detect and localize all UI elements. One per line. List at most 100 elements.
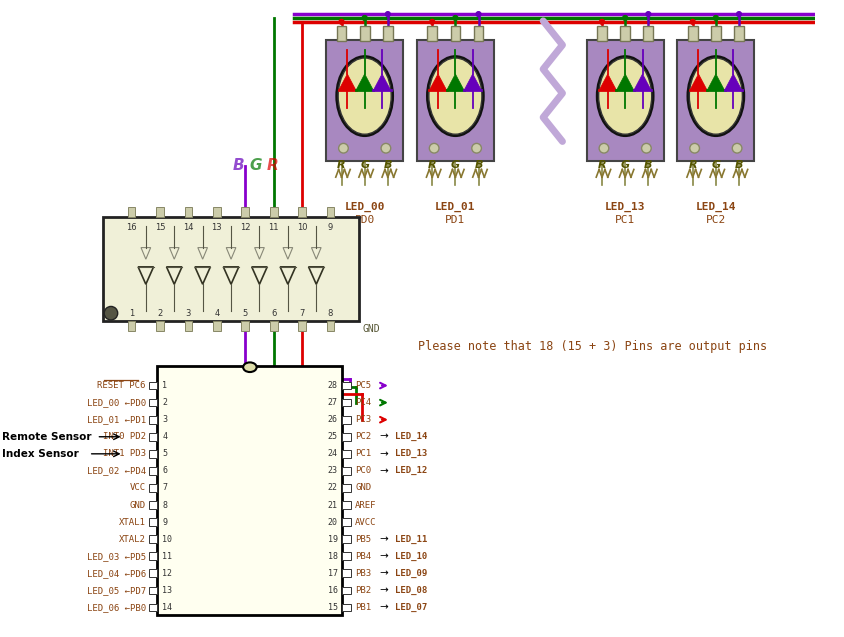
Text: LED_13: LED_13 bbox=[604, 202, 645, 213]
Circle shape bbox=[736, 11, 740, 17]
Bar bbox=[342, 399, 351, 406]
Text: R: R bbox=[597, 160, 606, 169]
Bar bbox=[342, 569, 351, 577]
Text: GND: GND bbox=[129, 501, 145, 510]
Circle shape bbox=[362, 15, 366, 20]
Text: 13: 13 bbox=[211, 224, 222, 233]
Text: 14: 14 bbox=[162, 603, 172, 612]
Text: LED_13: LED_13 bbox=[394, 449, 426, 459]
Text: PC2: PC2 bbox=[705, 215, 725, 225]
Text: PB5: PB5 bbox=[354, 534, 371, 543]
Text: →: → bbox=[379, 432, 387, 441]
Text: XTAL1: XTAL1 bbox=[119, 518, 145, 527]
Bar bbox=[149, 416, 157, 424]
Text: XTAL2: XTAL2 bbox=[119, 534, 145, 543]
Bar bbox=[149, 587, 157, 594]
Text: B: B bbox=[383, 160, 392, 169]
Bar bbox=[342, 450, 351, 458]
Bar bbox=[733, 25, 743, 41]
Bar bbox=[327, 321, 334, 331]
Bar bbox=[149, 535, 157, 543]
Text: →: → bbox=[379, 568, 387, 578]
Text: G: G bbox=[711, 160, 720, 169]
Text: G: G bbox=[450, 160, 459, 169]
Bar bbox=[342, 587, 351, 594]
Ellipse shape bbox=[598, 58, 651, 134]
Text: LED_05 ←PD7: LED_05 ←PD7 bbox=[86, 586, 145, 595]
Text: AVCC: AVCC bbox=[354, 518, 376, 527]
Bar bbox=[149, 552, 157, 560]
Text: 6: 6 bbox=[271, 309, 276, 318]
Circle shape bbox=[641, 143, 651, 153]
Polygon shape bbox=[616, 74, 633, 90]
Text: 13: 13 bbox=[162, 586, 172, 595]
Bar bbox=[326, 40, 403, 161]
Bar bbox=[327, 207, 334, 217]
Circle shape bbox=[475, 11, 480, 17]
Bar bbox=[342, 484, 351, 492]
Text: 4: 4 bbox=[162, 433, 167, 441]
Text: PC5: PC5 bbox=[354, 381, 371, 390]
Text: 14: 14 bbox=[183, 224, 193, 233]
Bar bbox=[298, 321, 306, 331]
Bar bbox=[241, 207, 249, 217]
Bar bbox=[241, 321, 249, 331]
Bar bbox=[342, 501, 351, 509]
Text: INT0 PD2: INT0 PD2 bbox=[103, 433, 145, 441]
Text: B: B bbox=[734, 160, 743, 169]
Text: B: B bbox=[643, 160, 652, 169]
Text: PB3: PB3 bbox=[354, 569, 371, 578]
Text: 9: 9 bbox=[327, 224, 333, 233]
Circle shape bbox=[381, 143, 390, 153]
Bar bbox=[103, 217, 359, 321]
Text: 21: 21 bbox=[327, 501, 338, 510]
Bar bbox=[676, 40, 754, 161]
Text: 12: 12 bbox=[162, 569, 172, 578]
Text: 17: 17 bbox=[327, 569, 338, 578]
Bar bbox=[149, 433, 157, 441]
Circle shape bbox=[452, 15, 457, 20]
Bar bbox=[213, 207, 220, 217]
Bar bbox=[269, 321, 277, 331]
Bar bbox=[184, 207, 192, 217]
Bar bbox=[342, 552, 351, 560]
Text: LED_10: LED_10 bbox=[394, 552, 426, 561]
Circle shape bbox=[732, 143, 741, 153]
Text: 11: 11 bbox=[268, 224, 279, 233]
Bar bbox=[416, 40, 494, 161]
Bar bbox=[643, 25, 652, 41]
Text: Index Sensor: Index Sensor bbox=[2, 449, 78, 459]
Polygon shape bbox=[446, 74, 463, 90]
Text: 10: 10 bbox=[296, 224, 307, 233]
Bar bbox=[149, 604, 157, 612]
Bar bbox=[127, 321, 135, 331]
Text: PC2: PC2 bbox=[354, 433, 371, 441]
Text: 12: 12 bbox=[240, 224, 250, 233]
Text: R: R bbox=[427, 160, 436, 169]
Text: 15: 15 bbox=[327, 603, 338, 612]
Text: LED_08: LED_08 bbox=[394, 586, 426, 595]
Bar bbox=[149, 467, 157, 475]
Ellipse shape bbox=[243, 362, 257, 372]
Text: 7: 7 bbox=[162, 483, 167, 492]
Polygon shape bbox=[355, 74, 373, 90]
Bar bbox=[149, 382, 157, 389]
Text: 8: 8 bbox=[327, 309, 333, 318]
Circle shape bbox=[338, 143, 348, 153]
Text: 22: 22 bbox=[327, 483, 338, 492]
Text: 1: 1 bbox=[129, 309, 134, 318]
Text: →: → bbox=[379, 466, 387, 476]
Text: 6: 6 bbox=[162, 466, 167, 475]
Text: 15: 15 bbox=[154, 224, 165, 233]
Polygon shape bbox=[373, 74, 390, 90]
Text: AREF: AREF bbox=[354, 501, 376, 510]
Bar bbox=[687, 25, 696, 41]
Bar bbox=[342, 433, 351, 441]
Bar bbox=[360, 25, 369, 41]
Bar bbox=[619, 25, 630, 41]
Circle shape bbox=[645, 11, 650, 17]
Text: GND: GND bbox=[362, 324, 380, 334]
Polygon shape bbox=[338, 74, 355, 90]
Circle shape bbox=[471, 143, 481, 153]
Text: 25: 25 bbox=[327, 433, 338, 441]
